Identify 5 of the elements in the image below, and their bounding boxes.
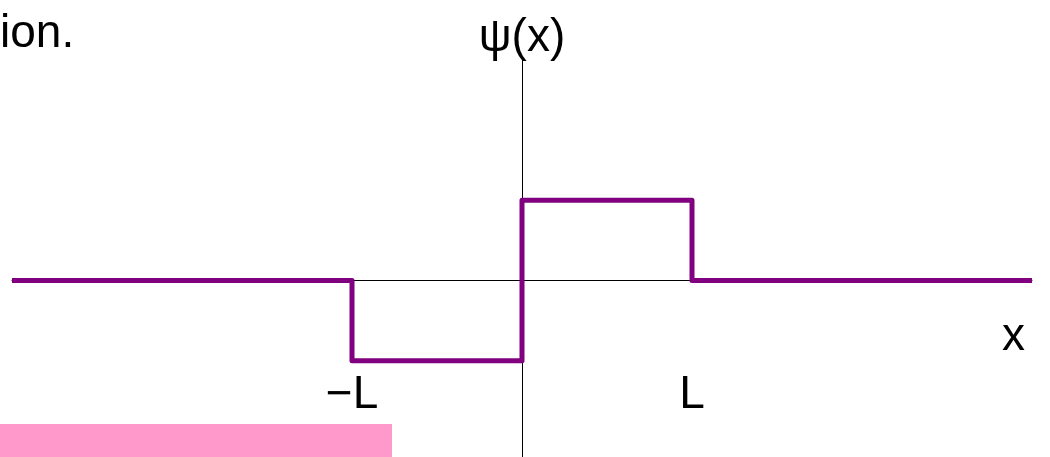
x-tick-label: L bbox=[679, 365, 705, 418]
x-axis-title: x bbox=[1002, 307, 1025, 360]
y-axis-title: ψ(x) bbox=[478, 9, 566, 61]
x-tick-label: −L bbox=[325, 365, 379, 418]
text: ion. bbox=[0, 5, 75, 57]
